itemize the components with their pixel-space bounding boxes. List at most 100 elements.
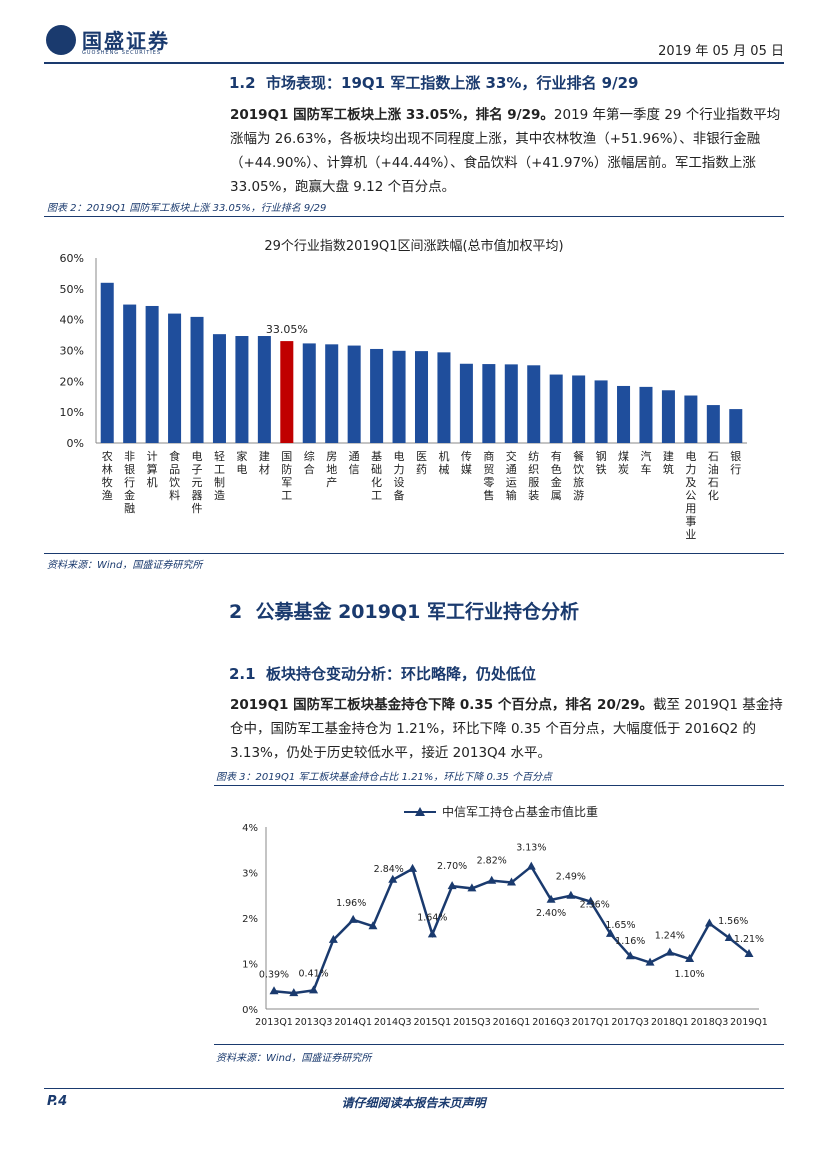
x-tick-label: 电 xyxy=(394,450,405,463)
report-date: 2019 年 05 月 05 日 xyxy=(658,44,784,59)
x-tick-label: 计 xyxy=(147,450,158,463)
logo-text: 国盛证券 xyxy=(82,29,170,53)
x-tick-label: 织 xyxy=(528,463,539,476)
x-tick-label: 电 xyxy=(192,450,203,463)
y-tick-label: 10% xyxy=(60,406,84,419)
section-2-1-paragraph: 2019Q1 国防军工板块基金持仓下降 0.35 个百分点，排名 20/29。截… xyxy=(230,693,788,765)
data-point xyxy=(447,881,457,890)
x-tick-label: 炭 xyxy=(618,463,629,476)
x-tick-label: 银 xyxy=(730,449,741,463)
data-label: 1.56% xyxy=(718,916,748,927)
x-tick-label: 元 xyxy=(192,476,203,489)
bar xyxy=(100,282,114,443)
bar xyxy=(392,350,406,443)
x-tick-label: 2016Q3 xyxy=(532,1017,570,1028)
logo-subtext: GUOSHENG SECURITIES xyxy=(82,50,162,56)
data-label: 1.96% xyxy=(336,898,366,909)
bar xyxy=(145,305,159,443)
x-tick-label: 装 xyxy=(528,489,539,502)
x-tick-label: 工 xyxy=(371,489,382,502)
x-tick-label: 汽 xyxy=(640,449,651,463)
x-tick-label: 防 xyxy=(281,462,292,476)
x-tick-label: 传 xyxy=(461,450,472,463)
data-label: 2.36% xyxy=(580,900,610,911)
x-tick-label: 电 xyxy=(685,450,696,463)
data-point xyxy=(625,951,635,960)
data-point xyxy=(269,986,279,995)
para-body: 截至 2019Q1 基金持仓中，国防军工基金持仓为 1.21%，环比下降 0.3… xyxy=(230,697,783,761)
data-label: 1.10% xyxy=(675,969,705,980)
x-tick-label: 贸 xyxy=(483,463,494,476)
x-tick-label: 事 xyxy=(685,515,696,528)
x-tick-label: 制 xyxy=(214,476,225,489)
x-tick-label: 筑 xyxy=(663,462,674,476)
x-tick-label: 游 xyxy=(573,489,584,502)
bar xyxy=(212,334,226,443)
x-tick-label: 产 xyxy=(326,475,337,489)
data-label: 3.13% xyxy=(516,843,546,854)
logo-icon xyxy=(46,25,76,55)
para-lead: 2019Q1 国防军工板块基金持仓下降 0.35 个百分点，排名 20/29。 xyxy=(230,697,654,713)
x-tick-label: 餐 xyxy=(573,449,584,463)
x-tick-label: 2018Q3 xyxy=(691,1017,729,1028)
figure-2-source: 资料来源：Wind，国盛证券研究所 xyxy=(47,560,203,571)
x-tick-label: 饮 xyxy=(169,476,180,489)
data-point xyxy=(507,877,516,886)
x-tick-label: 输 xyxy=(506,488,517,502)
data-label: 33.05% xyxy=(266,323,308,336)
figure-3-bottom-rule xyxy=(214,1044,784,1045)
bar xyxy=(706,405,720,443)
x-tick-label: 合 xyxy=(304,462,315,476)
x-tick-label: 械 xyxy=(438,462,449,476)
x-tick-label: 融 xyxy=(124,502,135,515)
x-tick-label: 服 xyxy=(528,476,539,489)
data-point xyxy=(704,918,714,927)
data-point xyxy=(309,985,319,994)
x-tick-label: 饮 xyxy=(573,463,584,476)
data-point xyxy=(408,863,418,872)
x-tick-label: 2013Q3 xyxy=(295,1017,333,1028)
x-tick-label: 器 xyxy=(192,489,203,502)
data-point xyxy=(645,957,655,966)
x-tick-label: 属 xyxy=(551,489,562,502)
figure-3-caption: 图表 3：2019Q1 军工板块基金持仓占比 1.21%，环比下降 0.35 个… xyxy=(216,772,552,783)
x-tick-label: 电 xyxy=(236,463,247,476)
bar xyxy=(617,385,631,443)
section-2-1-heading: 2.1 板块持仓变动分析：环比略降，仍处低位 xyxy=(229,663,536,684)
x-tick-label: 色 xyxy=(551,462,562,476)
x-tick-label: 地 xyxy=(326,463,337,476)
x-tick-label: 2015Q1 xyxy=(413,1017,451,1028)
data-point xyxy=(566,890,576,899)
x-tick-label: 商 xyxy=(483,449,494,463)
bar xyxy=(661,390,675,443)
x-tick-label: 2017Q3 xyxy=(611,1017,649,1028)
bar xyxy=(527,365,541,443)
data-label: 2.82% xyxy=(477,856,507,867)
x-tick-label: 银 xyxy=(124,462,135,476)
x-tick-label: 设 xyxy=(394,476,405,489)
y-tick-label: 4% xyxy=(242,823,258,834)
x-tick-label: 钢 xyxy=(596,450,607,463)
data-point xyxy=(665,947,675,956)
bar xyxy=(549,374,563,443)
x-tick-label: 油 xyxy=(708,462,719,476)
data-point xyxy=(427,929,437,938)
x-tick-label: 力 xyxy=(685,463,696,476)
bar xyxy=(168,313,182,443)
x-tick-label: 2013Q1 xyxy=(255,1017,293,1028)
section-2-heading: 2 公募基金 2019Q1 军工行业持仓分析 xyxy=(229,597,579,624)
y-tick-label: 40% xyxy=(60,314,84,327)
x-tick-label: 家 xyxy=(236,449,247,463)
x-tick-label: 通 xyxy=(349,450,360,463)
figure-3-top-rule xyxy=(214,785,784,786)
data-label: 1.24% xyxy=(655,931,685,942)
x-tick-label: 用 xyxy=(685,502,696,515)
x-tick-label: 机 xyxy=(438,449,449,463)
data-point xyxy=(388,874,398,883)
x-tick-label: 2015Q3 xyxy=(453,1017,491,1028)
x-tick-label: 础 xyxy=(371,463,382,476)
x-tick-label: 牧 xyxy=(102,475,113,489)
data-point xyxy=(605,928,615,937)
x-tick-label: 建 xyxy=(663,449,674,463)
figure-2-caption: 图表 2：2019Q1 国防军工板块上涨 33.05%，行业排名 9/29 xyxy=(47,203,327,214)
